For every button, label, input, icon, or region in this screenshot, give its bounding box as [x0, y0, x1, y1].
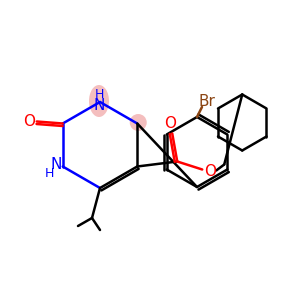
Text: H: H	[45, 167, 54, 180]
Text: H: H	[94, 88, 104, 101]
Text: O: O	[164, 116, 176, 131]
Text: Br: Br	[199, 94, 215, 110]
Text: O: O	[204, 164, 216, 179]
Text: O: O	[23, 114, 35, 129]
Ellipse shape	[89, 85, 109, 117]
Ellipse shape	[130, 114, 147, 131]
Text: N: N	[50, 157, 61, 172]
Text: N: N	[93, 98, 105, 113]
